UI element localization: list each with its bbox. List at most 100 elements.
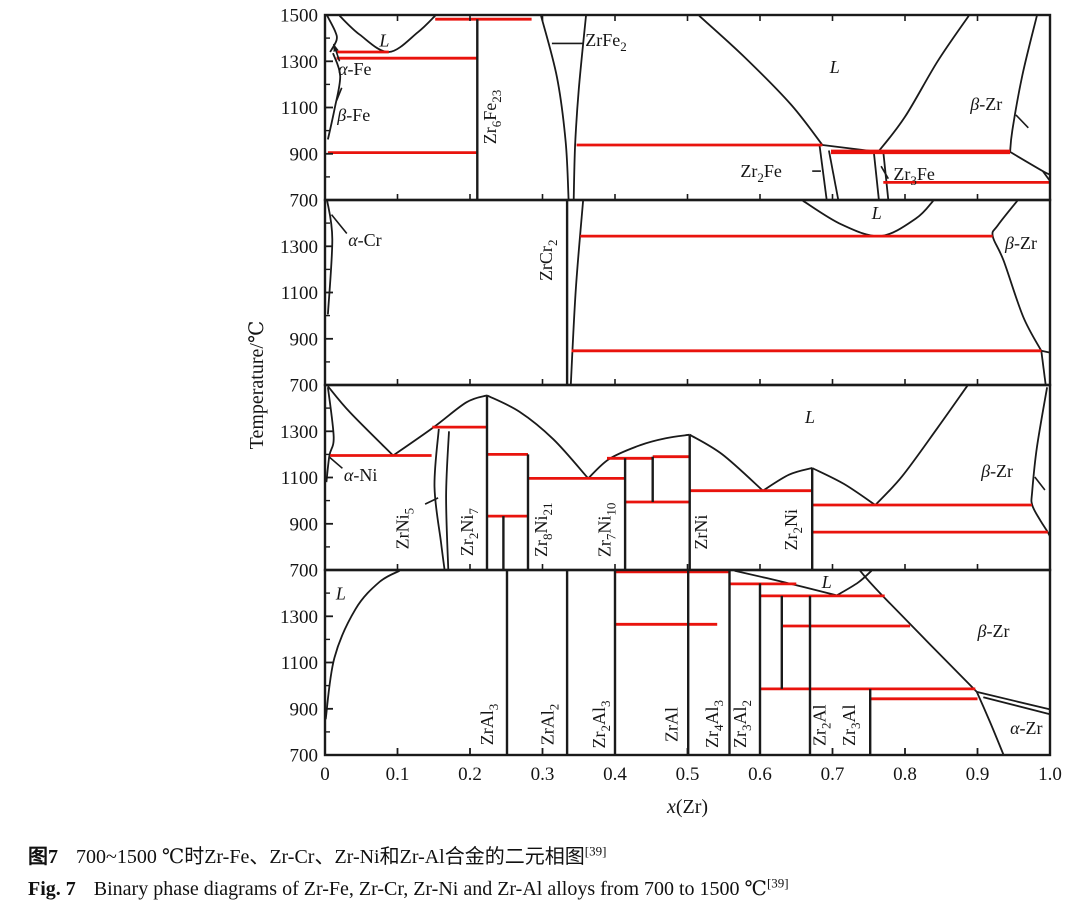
phase-label: β-Zr xyxy=(980,461,1013,481)
phase-boundary xyxy=(734,569,838,597)
phase-boundary xyxy=(874,385,969,506)
caption-en: Fig. 7 Binary phase diagrams of Zr-Fe, Zr… xyxy=(28,876,789,901)
phase-boundary xyxy=(818,144,828,201)
phase-boundary xyxy=(324,569,401,720)
phase-boundary xyxy=(326,200,334,315)
y-axis-tick-label: 1300 xyxy=(280,422,318,443)
phase-label: α-Ni xyxy=(344,465,377,485)
phase-label: ZrNi5​ xyxy=(392,508,416,550)
phase-label: L xyxy=(821,572,832,592)
x-axis-tick-label: 0.2 xyxy=(458,764,482,785)
phase-boundary xyxy=(836,570,873,597)
label-leader xyxy=(424,497,439,505)
x-axis-tick-label: 0.9 xyxy=(966,764,990,785)
label-leader xyxy=(880,165,889,180)
phase-label: β-Zr xyxy=(969,94,1002,114)
figure-svg: Lα-Feβ-FeZrFe2​Zr6​Fe23​Lβ-ZrZr2​FeZr3​F… xyxy=(0,0,1070,828)
phase-boundary xyxy=(445,431,450,571)
phase-boundary xyxy=(828,150,840,201)
y-axis-tick-label: 900 xyxy=(290,514,319,535)
x-axis-tick-label: 0.5 xyxy=(676,764,700,785)
phase-label: β-Fe xyxy=(336,105,370,125)
phase-label: α-Zr xyxy=(1010,718,1042,738)
y-axis-tick-label: 1300 xyxy=(280,237,318,258)
y-axis-tick-label: 900 xyxy=(290,329,319,350)
phase-boundary xyxy=(975,691,1005,756)
phase-label: ZrCr2​ xyxy=(536,240,560,282)
y-axis-tick-label: 1100 xyxy=(281,283,318,304)
phase-label: β-Zr xyxy=(977,621,1010,641)
x-axis-tick-label: 0.4 xyxy=(603,764,627,785)
label-leader xyxy=(335,87,343,101)
phase-boundary xyxy=(991,200,1043,352)
y-axis-tick-label: 700 xyxy=(290,561,319,582)
leader-arrowhead xyxy=(333,43,339,52)
phase-boundary xyxy=(327,52,342,140)
phase-label: L xyxy=(335,584,346,604)
panel-zr-ni: α-NiZrNi5​Zr2​Ni7​Zr8​Ni21​Zr7​Ni10​ZrNi… xyxy=(280,379,1052,582)
caption-en-ref: [39] xyxy=(766,875,789,891)
phase-label: L xyxy=(829,57,840,77)
caption-zh: 图7 700~1500 ℃时Zr-Fe、Zr-Cr、Zr-Ni和Zr-Al合金的二… xyxy=(28,840,606,869)
phase-boundary xyxy=(1041,349,1051,354)
phase-boundary xyxy=(698,15,824,146)
caption-zh-number: 图7 xyxy=(28,846,58,868)
phase-boundary xyxy=(569,200,584,386)
phase-label: L xyxy=(804,407,815,427)
x-axis-tick-label: 0.3 xyxy=(531,764,555,785)
phase-boundary xyxy=(433,428,446,571)
label-leader xyxy=(1015,114,1029,129)
x-axis-tick-label: 0.8 xyxy=(893,764,917,785)
y-axis-tick-label: 1100 xyxy=(281,468,318,489)
x-axis-tick-label: 1.0 xyxy=(1038,764,1062,785)
figure-background xyxy=(0,0,1070,828)
y-axis-tick-label: 1100 xyxy=(281,653,318,674)
y-axis-tick-label: 700 xyxy=(290,376,319,397)
phase-label: L xyxy=(871,203,882,223)
caption-zh-ref: [39] xyxy=(584,843,607,859)
phase-label: ZrNi xyxy=(691,515,711,550)
x-axis-tick-label: 0.1 xyxy=(386,764,410,785)
label-leader xyxy=(328,456,343,469)
phase-boundary xyxy=(1009,15,1038,152)
phase-label: ZrAl xyxy=(661,707,681,742)
phase-boundary xyxy=(1040,350,1047,386)
y-axis-tick-label: 1500 xyxy=(280,6,318,27)
phase-boundary xyxy=(587,433,690,480)
phase-boundary xyxy=(762,467,813,492)
phase-boundary xyxy=(327,385,394,457)
y-axis-tick-label: 900 xyxy=(290,144,319,165)
phase-boundary xyxy=(540,15,570,201)
phase-boundary xyxy=(486,394,589,479)
y-axis-tick-label: 1300 xyxy=(280,52,318,73)
phase-label: Zr2​Ni7​ xyxy=(457,508,481,557)
label-leader xyxy=(1034,476,1046,491)
x-axis-tick-label: 0.7 xyxy=(821,764,845,785)
phase-boundary xyxy=(326,15,338,53)
x-axis: 0 0.1 0.2 0.3 0.4 0.5 0.6 0.7 0.8 0.9 1.0 x(Zr) xyxy=(320,748,1062,818)
phase-boundary xyxy=(1030,387,1049,533)
phase-boundary xyxy=(325,387,335,483)
phase-boundary xyxy=(572,15,587,201)
phase-diagram-figure: Lα-Feβ-FeZrFe2​Zr6​Fe23​Lβ-ZrZr2​FeZr3​F… xyxy=(0,0,1070,828)
y-axis-tick-label: 700 xyxy=(290,746,319,767)
x-axis-title: x(Zr) xyxy=(666,796,708,818)
phase-boundary xyxy=(811,467,876,506)
y-axis-tick-label: 700 xyxy=(290,191,319,212)
phase-boundary xyxy=(976,691,1051,711)
phase-label: α-Cr xyxy=(348,230,381,250)
phase-label: L xyxy=(378,30,389,50)
y-axis-tick-label: 1300 xyxy=(280,607,318,628)
caption-zh-text: 700~1500 ℃时Zr-Fe、Zr-Cr、Zr-Ni和Zr-Al合金的二元相… xyxy=(76,846,585,868)
phase-boundary xyxy=(877,15,970,153)
phase-boundary xyxy=(859,570,978,693)
y-axis-tick-label: 1100 xyxy=(281,98,318,119)
panel-zr-al: LZrAl3​ZrAl2​Zr2​Al3​ZrAlZr4​Al3​Zr3​Al2… xyxy=(280,564,1052,767)
phase-boundary xyxy=(392,394,488,457)
phase-boundary xyxy=(983,696,1051,716)
x-axis-tick-label: 0.6 xyxy=(748,764,772,785)
caption-en-text: Binary phase diagrams of Zr-Fe, Zr-Cr, Z… xyxy=(93,878,767,900)
y-axis-title: Temperature/℃ xyxy=(246,321,268,450)
caption-en-number: Fig. 7 xyxy=(28,878,76,900)
